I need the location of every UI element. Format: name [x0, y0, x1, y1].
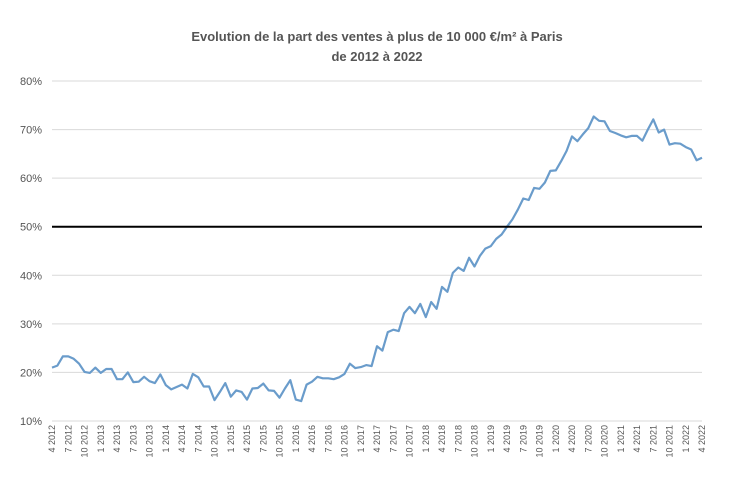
x-tick-label: 1 2014 — [161, 425, 171, 453]
x-tick-label: 7 2021 — [648, 425, 658, 453]
x-tick-label: 7 2020 — [583, 425, 593, 453]
y-tick-label: 80% — [20, 76, 42, 88]
x-tick-label: 4 2014 — [177, 425, 187, 453]
y-tick-label: 50% — [20, 222, 42, 234]
y-tick-label: 30% — [20, 319, 42, 331]
y-axis-labels: 10% 20% 30% 40% 50% 60% 70% 80% — [20, 76, 42, 428]
x-tick-label: 10 2018 — [470, 425, 480, 458]
x-tick-label: 7 2015 — [258, 425, 268, 453]
x-tick-label: 1 2020 — [551, 425, 561, 453]
x-tick-label: 10 2020 — [600, 425, 610, 458]
x-tick-label: 1 2016 — [291, 425, 301, 453]
x-tick-label: 10 2021 — [665, 425, 675, 458]
series-line — [51, 115, 703, 403]
x-tick-label: 4 2016 — [307, 425, 317, 453]
x-tick-label: 1 2018 — [421, 425, 431, 453]
x-tick-label: 4 2020 — [567, 425, 577, 453]
x-tick-label: 7 2018 — [453, 425, 463, 453]
y-tick-label: 20% — [20, 367, 42, 379]
y-tick-label: 40% — [20, 270, 42, 282]
x-tick-label: 10 2017 — [405, 425, 415, 458]
x-tick-label: 10 2016 — [340, 425, 350, 458]
x-tick-label: 1 2017 — [356, 425, 366, 453]
y-tick-label: 70% — [20, 125, 42, 137]
x-tick-label: 10 2013 — [145, 425, 155, 458]
x-axis-labels: 4 2012 7 2012 10 2012 1 2013 4 2013 7 2013 10 … — [47, 425, 707, 458]
x-tick-label: 7 2012 — [63, 425, 73, 453]
series-layer — [51, 115, 703, 403]
x-tick-label: 10 2014 — [210, 425, 220, 458]
x-tick-label: 7 2017 — [388, 425, 398, 453]
x-tick-label: 7 2019 — [518, 425, 528, 453]
gridlines — [52, 80, 702, 422]
x-tick-label: 10 2019 — [535, 425, 545, 458]
x-tick-label: 4 2018 — [437, 425, 447, 453]
x-tick-label: 1 2013 — [96, 425, 106, 453]
x-tick-label: 1 2021 — [616, 425, 626, 453]
x-tick-label: 4 2015 — [242, 425, 252, 453]
x-tick-label: 1 2015 — [226, 425, 236, 453]
x-tick-label: 7 2014 — [193, 425, 203, 453]
x-tick-label: 1 2022 — [681, 425, 691, 453]
x-tick-label: 7 2013 — [128, 425, 138, 453]
x-tick-label: 10 2012 — [80, 425, 90, 458]
x-tick-label: 4 2021 — [632, 425, 642, 453]
x-tick-label: 4 2022 — [697, 425, 707, 453]
x-tick-label: 7 2016 — [323, 425, 333, 453]
x-tick-label: 4 2013 — [112, 425, 122, 453]
x-tick-label: 10 2015 — [275, 425, 285, 458]
y-tick-label: 10% — [20, 416, 42, 428]
chart-title: Evolution de la part des ventes à plus d… — [191, 29, 562, 44]
x-tick-label: 4 2019 — [502, 425, 512, 453]
x-tick-label: 4 2012 — [47, 425, 57, 453]
chart-subtitle: de 2012 à 2022 — [331, 49, 422, 64]
x-tick-label: 4 2017 — [372, 425, 382, 453]
y-tick-label: 60% — [20, 173, 42, 185]
x-tick-label: 1 2019 — [486, 425, 496, 453]
